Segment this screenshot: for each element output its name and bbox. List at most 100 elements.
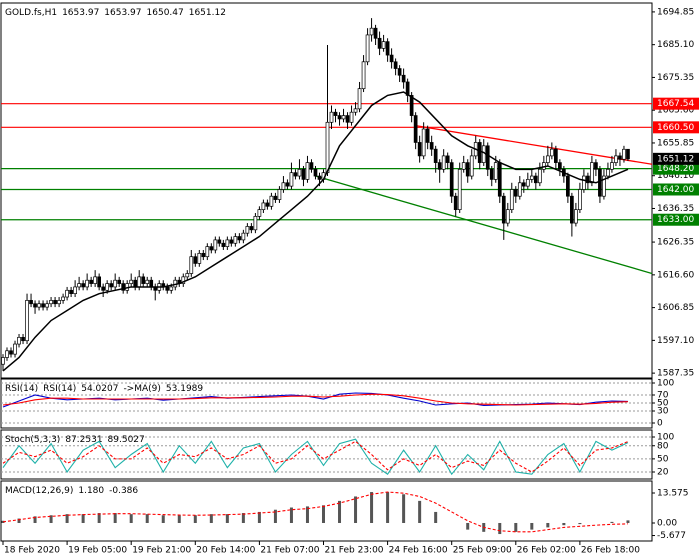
candle-body: [501, 195, 506, 224]
y-tick-label: 1597.10: [657, 336, 694, 346]
y-tick-label: 50: [657, 399, 669, 409]
candle-body: [437, 162, 442, 170]
histogram-bar: [562, 522, 566, 526]
histogram-bar: [273, 509, 277, 523]
candle-body: [421, 128, 426, 157]
candle-body: [57, 300, 61, 305]
candle-body: [181, 276, 186, 284]
candle-body: [521, 182, 526, 187]
panel-header: Stoch(5,3,3) 87.2531 89.5027: [5, 435, 145, 445]
candle-body: [606, 168, 610, 177]
candle-body: [261, 202, 266, 211]
candle-body: [89, 279, 93, 284]
y-tick-label: 1665.60: [657, 106, 694, 116]
candle-body: [441, 155, 446, 170]
y-tick-label: 20: [657, 468, 669, 478]
candle-body: [217, 239, 222, 244]
candle-body: [101, 286, 106, 291]
series-value: 54.0207: [81, 384, 118, 394]
y-tick-label: 100: [657, 379, 674, 389]
histogram-bar: [386, 492, 390, 523]
candle-body: [205, 246, 210, 258]
trend-line: [415, 125, 652, 165]
ohlc-value: 1650.47: [147, 8, 184, 18]
candle-body: [49, 300, 53, 305]
candle-body: [281, 182, 286, 190]
candle-body: [53, 300, 57, 305]
candle-body: [225, 239, 230, 247]
x-tick-label: 19 Feb 21:00: [132, 546, 191, 556]
candle-body: [385, 41, 390, 56]
candle-body: [401, 74, 406, 83]
candle-body: [626, 148, 630, 160]
candle-body: [233, 236, 238, 244]
candle-body: [245, 226, 250, 234]
y-tick-label: 70: [657, 391, 669, 401]
y-tick-label: 80: [657, 441, 669, 451]
candle-body: [445, 155, 450, 163]
candle-body: [489, 168, 494, 180]
y-tick-label: 0.00: [657, 518, 677, 528]
candle-body: [241, 232, 246, 241]
plot-area: [2, 392, 628, 408]
candle-body: [193, 256, 198, 264]
candle-body: [517, 182, 522, 197]
candle-body: [614, 155, 618, 163]
y-tick-label: 30: [657, 407, 669, 417]
series-name: ->MA(9): [123, 384, 160, 394]
candle-body: [133, 279, 138, 288]
candle-body: [257, 209, 262, 217]
level-label: 1633.00: [657, 215, 694, 225]
y-tick-label: 1655.85: [657, 138, 694, 148]
candle-body: [305, 162, 310, 180]
candle-body: [221, 242, 226, 247]
histogram-bar: [257, 511, 261, 523]
candle-body: [325, 121, 330, 174]
candle-body: [525, 179, 530, 187]
ohlc-value: 1653.97: [62, 8, 99, 18]
candle-body: [277, 189, 282, 200]
x-tick-label: 21 Feb 23:00: [324, 546, 383, 556]
panel-frame: [0, 2, 653, 379]
candle-body: [353, 108, 358, 113]
candle-body: [429, 142, 434, 150]
histogram-bar: [370, 492, 374, 523]
y-tick-label: 1606.85: [657, 303, 694, 313]
candle-body: [345, 115, 350, 123]
candle-body: [365, 34, 370, 63]
candle-body: [145, 279, 150, 284]
histogram-bar: [578, 522, 582, 525]
candle-body: [469, 155, 474, 177]
histogram-bar: [321, 505, 325, 523]
candle-body: [453, 195, 458, 211]
indicator-line: [2, 438, 629, 476]
histogram-bar: [241, 513, 245, 523]
histogram-bar: [209, 514, 213, 523]
level-label-bg: [653, 162, 699, 175]
series-value: 87.2531: [65, 435, 102, 445]
y-tick-label: 100: [657, 433, 674, 443]
histogram-bar: [17, 518, 21, 523]
candle-body: [109, 283, 114, 288]
candle-body: [85, 279, 89, 288]
plot-area: [1, 18, 652, 372]
candle-body: [578, 189, 582, 211]
panel-title: GOLD.fs,H1: [5, 8, 57, 18]
candle-body: [505, 209, 510, 224]
candle-body: [93, 276, 97, 284]
candle-body: [5, 350, 9, 358]
candle-body: [586, 175, 590, 184]
candle-body: [590, 162, 594, 184]
candle-body: [17, 336, 21, 345]
y-tick-label: 13.575: [657, 488, 689, 498]
candle-body: [513, 189, 518, 197]
histogram-bar: [498, 522, 502, 535]
level-label-bg: [653, 213, 699, 226]
candle-body: [582, 175, 586, 190]
series-name: RSI(14): [43, 384, 76, 394]
candle-body: [465, 162, 470, 177]
histogram-bar: [530, 522, 534, 530]
candle-body: [297, 168, 302, 177]
candle-body: [610, 162, 614, 170]
panel-frame: [0, 480, 653, 542]
